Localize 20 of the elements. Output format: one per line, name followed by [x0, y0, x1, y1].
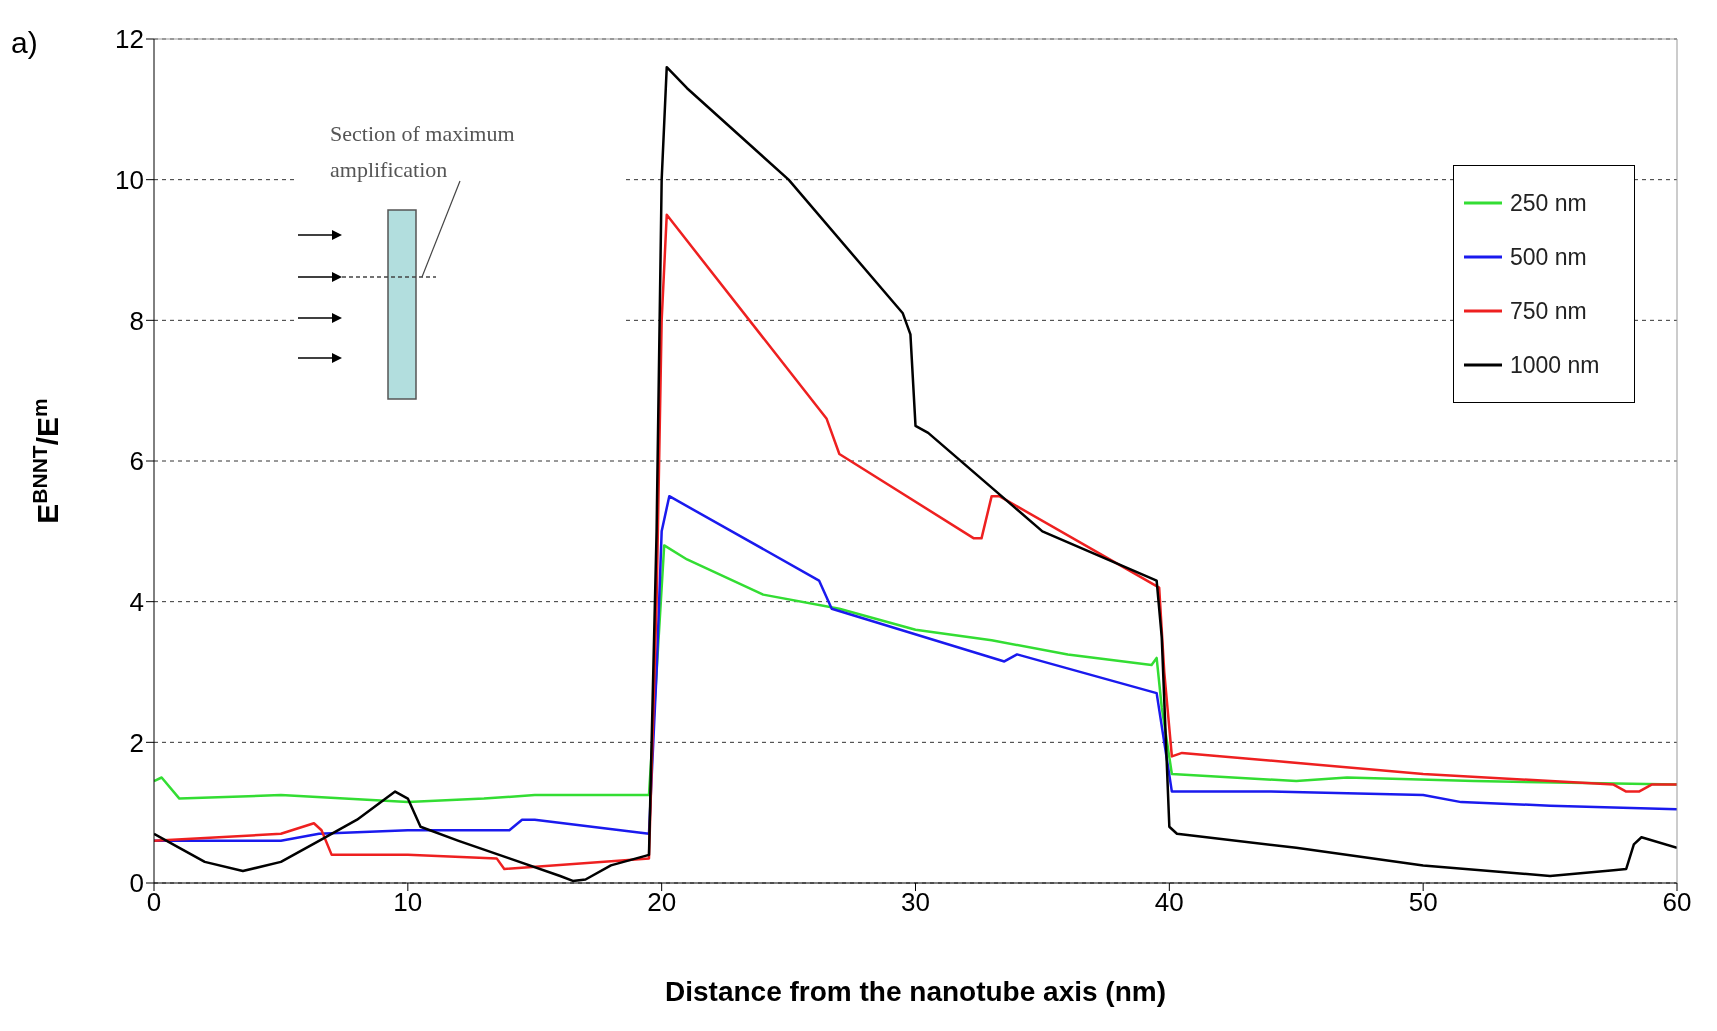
y-tick-label: 12 [115, 24, 144, 55]
y-tick-label: 2 [129, 727, 144, 758]
text: a) [11, 26, 38, 60]
x-tick-label: 20 [647, 887, 677, 918]
y-tick-label: 0 [129, 868, 144, 899]
y-tick-label: 8 [129, 305, 144, 336]
x-tick-label: 30 [901, 887, 930, 918]
annotation: Section of maximum amplification [330, 120, 516, 184]
x-tick-label: 10 [393, 887, 423, 918]
legend-label: 250 nm [1510, 189, 1587, 217]
x-tick-label: 60 [1662, 887, 1692, 918]
y-tick-label: 10 [115, 164, 144, 195]
legend-label: 500 nm [1510, 243, 1587, 271]
x-tick-label: 40 [1154, 887, 1184, 918]
x-tick-label: 50 [1408, 887, 1438, 918]
legend-label: 1000 nm [1510, 351, 1600, 379]
x-axis-title: Distance from the nanotube axis (nm) [665, 976, 1166, 1007]
legend-label: 750 nm [1510, 297, 1587, 325]
y-tick-label: 6 [129, 446, 144, 477]
y-tick-label: 4 [129, 586, 144, 617]
